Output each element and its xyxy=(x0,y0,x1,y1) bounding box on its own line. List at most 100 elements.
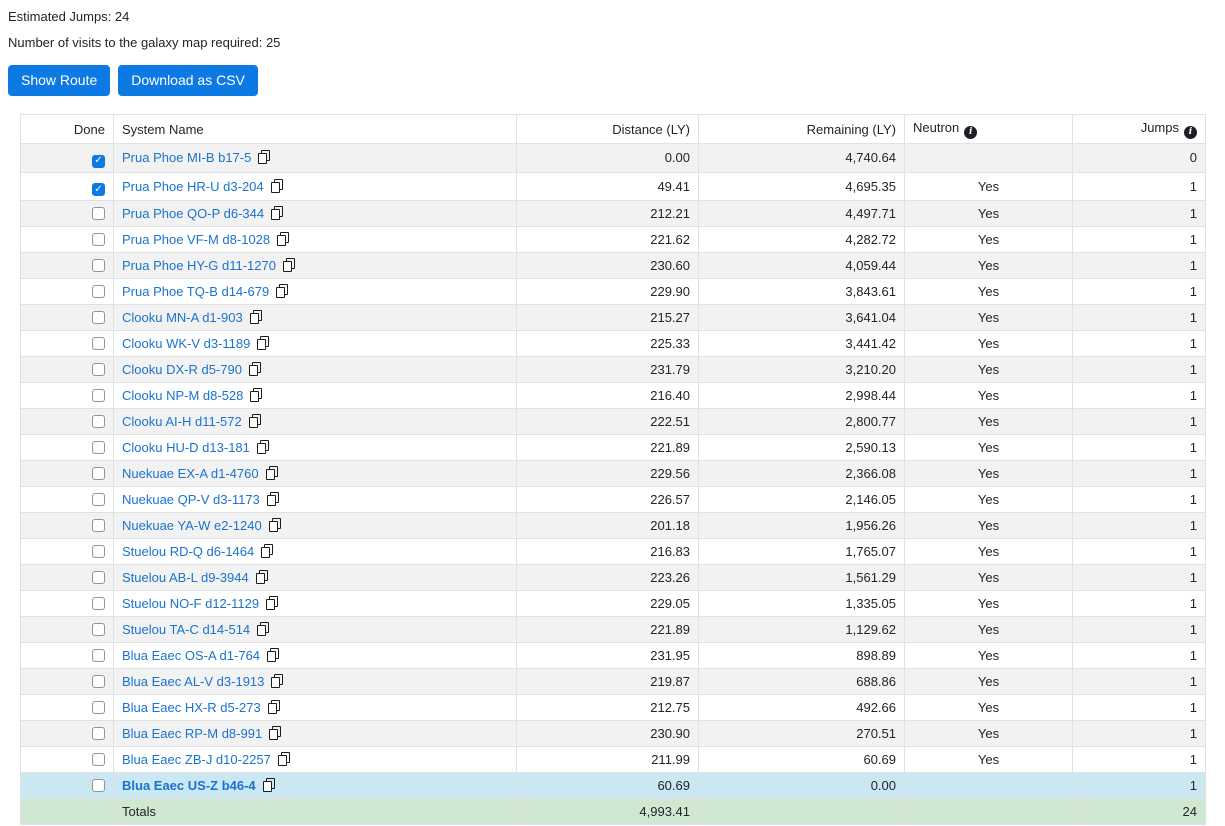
copy-icon[interactable] xyxy=(255,570,268,584)
copy-icon[interactable] xyxy=(268,518,281,532)
done-checkbox[interactable] xyxy=(92,415,105,428)
done-checkbox[interactable] xyxy=(92,701,105,714)
copy-icon[interactable] xyxy=(250,388,263,402)
system-name-link[interactable]: Blua Eaec ZB-J d10-2257 xyxy=(122,752,271,767)
system-name-link[interactable]: Clooku WK-V d3-1189 xyxy=(122,336,251,351)
done-checkbox[interactable] xyxy=(92,285,105,298)
system-name-link[interactable]: Prua Phoe QO-P d6-344 xyxy=(122,206,265,221)
done-checkbox[interactable] xyxy=(92,233,105,246)
download-csv-button[interactable]: Download as CSV xyxy=(118,65,258,96)
done-checkbox[interactable] xyxy=(92,753,105,766)
system-name-link[interactable]: Stuelou AB-L d9-3944 xyxy=(122,570,249,585)
totals-remaining xyxy=(698,798,905,825)
table-row: Stuelou AB-L d9-3944 223.26 1,561.29 Yes 1 xyxy=(20,564,1206,591)
distance-cell: 231.79 xyxy=(516,356,699,383)
copy-icon[interactable] xyxy=(267,648,280,662)
done-checkbox[interactable] xyxy=(92,675,105,688)
copy-icon[interactable] xyxy=(269,726,282,740)
system-name-link[interactable]: Prua Phoe MI-B b17-5 xyxy=(122,150,252,166)
done-checkbox[interactable] xyxy=(92,389,105,402)
table-row: Prua Phoe TQ-B d14-679 229.90 3,843.61 Yes 1 xyxy=(20,278,1206,305)
done-checkbox[interactable] xyxy=(92,441,105,454)
copy-icon[interactable] xyxy=(282,258,295,272)
system-name-link[interactable]: Clooku NP-M d8-528 xyxy=(122,388,244,403)
done-cell xyxy=(20,226,114,253)
done-checkbox[interactable] xyxy=(92,545,105,558)
system-name-link[interactable]: Blua Eaec RP-M d8-991 xyxy=(122,726,263,741)
done-checkbox[interactable] xyxy=(92,363,105,376)
copy-icon[interactable] xyxy=(266,596,279,610)
jumps-cell: 1 xyxy=(1072,356,1206,383)
system-name-link[interactable]: Stuelou RD-Q d6-1464 xyxy=(122,544,255,559)
done-checkbox[interactable]: ✓ xyxy=(92,183,105,196)
copy-icon[interactable] xyxy=(248,362,261,376)
system-name-link[interactable]: Prua Phoe HY-G d11-1270 xyxy=(122,258,276,273)
system-name-link[interactable]: Blua Eaec OS-A d1-764 xyxy=(122,648,261,663)
done-checkbox[interactable] xyxy=(92,311,105,324)
copy-icon[interactable] xyxy=(257,336,270,350)
copy-icon[interactable] xyxy=(266,492,279,506)
copy-icon[interactable] xyxy=(267,700,280,714)
copy-icon[interactable] xyxy=(276,284,289,298)
done-checkbox[interactable] xyxy=(92,467,105,480)
jumps-cell: 1 xyxy=(1072,720,1206,747)
neutron-cell: Yes xyxy=(904,486,1073,513)
system-name-link[interactable]: Blua Eaec AL-V d3-1913 xyxy=(122,674,265,689)
system-name-link[interactable]: Blua Eaec HX-R d5-273 xyxy=(122,700,261,715)
neutron-cell: Yes xyxy=(904,356,1073,383)
system-name-link[interactable]: Clooku AI-H d11-572 xyxy=(122,414,242,429)
system-name-link[interactable]: Blua Eaec US-Z b46-4 xyxy=(122,778,256,793)
copy-icon[interactable] xyxy=(258,150,271,165)
copy-icon[interactable] xyxy=(256,440,269,454)
done-checkbox[interactable]: ✓ xyxy=(92,154,105,168)
neutron-info-icon[interactable]: i xyxy=(964,126,978,139)
done-cell xyxy=(20,668,114,695)
done-checkbox[interactable] xyxy=(92,649,105,662)
copy-icon[interactable] xyxy=(271,674,284,688)
copy-icon[interactable] xyxy=(257,622,270,636)
system-name-link[interactable]: Prua Phoe TQ-B d14-679 xyxy=(122,284,270,299)
system-name-link[interactable]: Stuelou NO-F d12-1129 xyxy=(122,596,260,611)
done-checkbox[interactable] xyxy=(92,571,105,584)
system-name-link[interactable]: Stuelou TA-C d14-514 xyxy=(122,622,251,637)
show-route-button[interactable]: Show Route xyxy=(8,65,111,96)
copy-icon[interactable] xyxy=(262,778,275,792)
neutron-cell: Yes xyxy=(904,616,1073,643)
remaining-cell: 4,695.35 xyxy=(698,171,905,201)
copy-icon[interactable] xyxy=(249,310,262,324)
jumps-cell: 1 xyxy=(1072,200,1206,227)
system-name-cell: Nuekuae YA-W e2-1240 xyxy=(113,512,517,539)
done-checkbox[interactable] xyxy=(92,493,105,506)
neutron-cell: Yes xyxy=(904,720,1073,747)
system-name-cell: Clooku MN-A d1-903 xyxy=(113,304,517,331)
copy-icon[interactable] xyxy=(248,414,261,428)
done-checkbox[interactable] xyxy=(92,597,105,610)
system-name-link[interactable]: Prua Phoe VF-M d8-1028 xyxy=(122,232,271,247)
table-row: Clooku HU-D d13-181 221.89 2,590.13 Yes 1 xyxy=(20,434,1206,461)
done-checkbox[interactable] xyxy=(92,259,105,272)
system-name-link[interactable]: Clooku MN-A d1-903 xyxy=(122,310,243,325)
jumps-info-icon[interactable]: i xyxy=(1184,126,1197,139)
done-checkbox[interactable] xyxy=(92,337,105,350)
system-name-link[interactable]: Nuekuae YA-W e2-1240 xyxy=(122,518,262,533)
done-checkbox[interactable] xyxy=(92,727,105,740)
done-checkbox[interactable] xyxy=(92,207,105,220)
jumps-cell: 1 xyxy=(1072,408,1206,435)
copy-icon[interactable] xyxy=(277,752,290,766)
copy-icon[interactable] xyxy=(270,178,283,193)
copy-icon[interactable] xyxy=(277,232,290,246)
copy-icon[interactable] xyxy=(261,544,274,558)
system-name-link[interactable]: Clooku DX-R d5-790 xyxy=(122,362,242,377)
copy-icon[interactable] xyxy=(265,466,278,480)
copy-icon[interactable] xyxy=(271,206,284,220)
system-name-link[interactable]: Clooku HU-D d13-181 xyxy=(122,440,250,455)
system-name-link[interactable]: Nuekuae QP-V d3-1173 xyxy=(122,492,260,507)
done-checkbox[interactable] xyxy=(92,779,105,792)
jumps-cell: 1 xyxy=(1072,382,1206,409)
system-name-cell: Blua Eaec RP-M d8-991 xyxy=(113,720,517,747)
system-name-link[interactable]: Prua Phoe HR-U d3-204 xyxy=(122,178,264,194)
done-checkbox[interactable] xyxy=(92,623,105,636)
system-name-link[interactable]: Nuekuae EX-A d1-4760 xyxy=(122,466,259,481)
done-checkbox[interactable] xyxy=(92,519,105,532)
remaining-cell: 4,497.71 xyxy=(698,200,905,227)
